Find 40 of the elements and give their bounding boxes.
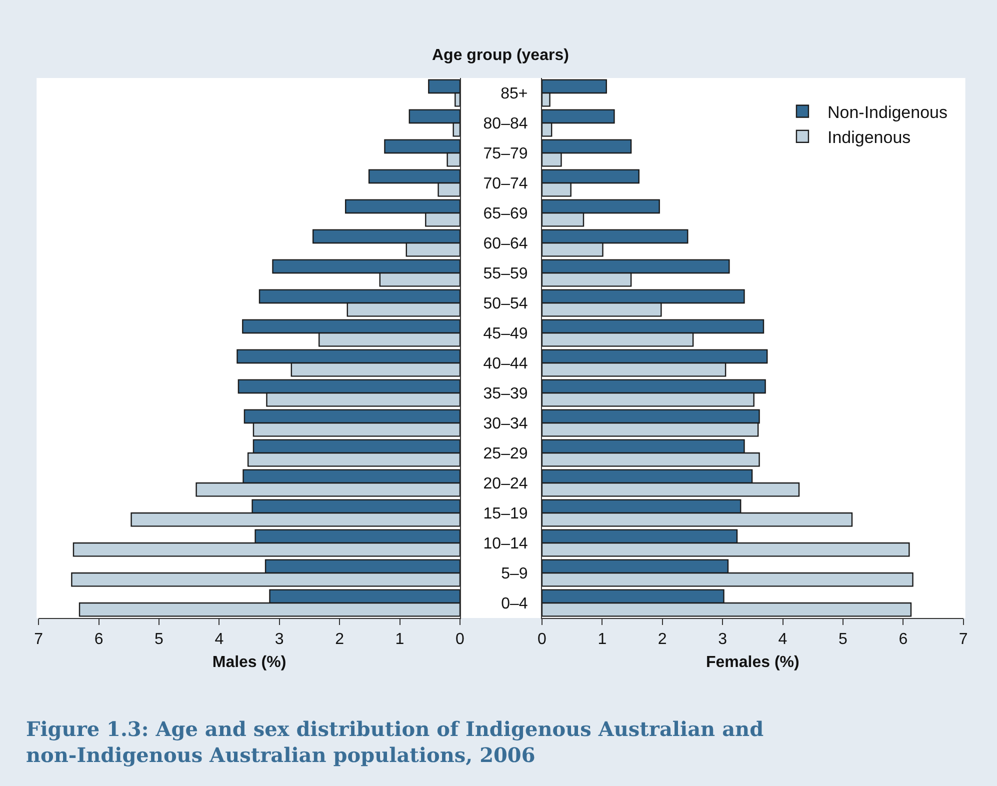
- x-axis-title: Females (%): [706, 654, 800, 671]
- y-tick-label: 15–19: [483, 506, 528, 523]
- x-tick-label: 2: [658, 631, 667, 648]
- y-tick-label: 10–14: [483, 536, 528, 553]
- x-tick-label: 6: [898, 631, 908, 648]
- y-tick-label: 55–59: [483, 266, 528, 283]
- y-tick-label: 40–44: [483, 356, 528, 373]
- legend-label: Non-Indigenous: [827, 102, 948, 122]
- x-tick-label: 7: [958, 631, 968, 648]
- y-axis-title: Age group (years): [432, 47, 569, 64]
- y-tick-label: 30–34: [483, 416, 528, 433]
- y-tick-label: 50–54: [483, 296, 528, 313]
- x-tick-label: 1: [395, 631, 404, 648]
- x-tick-label: 3: [274, 631, 284, 648]
- y-tick-label: 25–29: [483, 446, 528, 463]
- y-tick-label: 45–49: [483, 326, 528, 343]
- x-tick-label: 4: [778, 631, 788, 648]
- y-tick-label: 0–4: [501, 596, 528, 613]
- y-tick-label: 60–64: [483, 236, 528, 253]
- y-tick-label: 20–24: [483, 476, 528, 493]
- y-tick-label: 85+: [500, 86, 528, 103]
- y-tick-label: 80–84: [483, 116, 528, 133]
- x-tick-label: 0: [538, 631, 547, 648]
- x-tick-label: 5: [154, 631, 164, 648]
- x-tick-label: 5: [838, 631, 848, 648]
- x-tick-label: 7: [34, 631, 44, 648]
- y-tick-label: 5–9: [501, 566, 528, 583]
- x-tick-label: 2: [335, 631, 344, 648]
- x-tick-label: 0: [456, 631, 465, 648]
- y-tick-label: 65–69: [483, 206, 528, 223]
- x-tick-label: 3: [718, 631, 728, 648]
- x-tick-label: 4: [214, 631, 224, 648]
- x-tick-label: 1: [598, 631, 607, 648]
- y-tick-label: 35–39: [483, 386, 528, 403]
- y-tick-label: 70–74: [483, 176, 528, 193]
- y-tick-label: 75–79: [483, 146, 528, 163]
- text: Figure 1.3: Age and sex distribution of Indigenous Australian and non-Indigenous Australian populations, 2006: [26, 717, 764, 767]
- legend-label: Indigenous: [827, 128, 911, 147]
- x-tick-label: 6: [94, 631, 104, 648]
- x-axis-title: Males (%): [212, 654, 286, 671]
